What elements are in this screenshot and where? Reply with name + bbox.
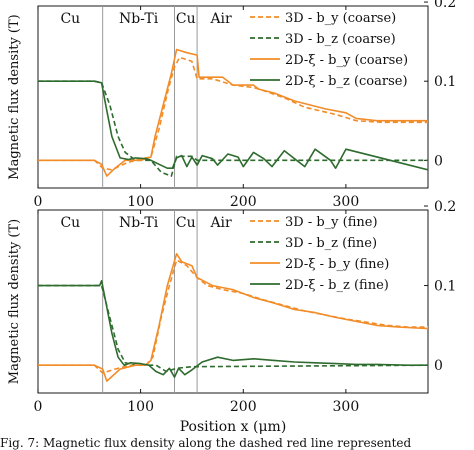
region-label: Nb-Ti [119,11,159,27]
y-tick-label: 0 [434,153,443,169]
legend-label: 2D-ξ - b_y (fine) [285,257,389,272]
chart-panel-1: Cu Nb-Ti Cu Air 0 100 200 300 0 0.1 0.2 Magnetic fl… [7,0,456,210]
series-group [38,48,428,177]
plot-frame [37,209,429,394]
series-line-3 [38,48,428,177]
series-group [38,253,428,382]
legend-label: 3D - b_y (fine) [285,215,378,230]
x-tick-label: 200 [230,399,257,415]
series-line-3 [38,253,428,382]
y-tick-label: 0 [434,358,443,374]
legend: 3D - b_y (coarse) 3D - b_z (coarse) 2D-ξ -… [250,11,408,89]
y-tick-label: 0.1 [434,74,456,90]
series-line-2 [38,284,428,373]
region-label: Air [209,215,232,231]
y-axis-label: Magnetic flux density (T) [7,219,22,384]
series-line-4 [38,280,428,378]
figure-caption: Fig. 7: Magnetic flux density along the … [0,436,412,450]
region-label: Cu [60,215,80,231]
legend-label: 3D - b_z (fine) [285,236,377,251]
x-tick-label: 0 [34,399,43,415]
y-tick-label: 0.1 [434,279,456,295]
legend: 3D - b_y (fine) 3D - b_z (fine) 2D-ξ - b_y… [250,215,389,293]
x-tick-label: 100 [127,194,154,210]
plot-frame [37,5,429,189]
region-label: Cu [60,11,80,27]
legend-label: 3D - b_z (coarse) [285,32,396,47]
series-line-4 [38,80,428,171]
y-tick-label: 0.2 [434,0,456,11]
y-tick-label: 0.2 [434,199,456,215]
legend-label: 2D-ξ - b_y (coarse) [285,53,408,68]
x-tick-label: 300 [333,399,360,415]
series-line-1 [38,56,428,171]
legend-label: 2D-ξ - b_z (fine) [285,278,389,293]
legend-label: 3D - b_y (coarse) [285,11,396,26]
x-axis-label: Position x (μm) [180,419,287,435]
x-tick-label: 200 [230,194,257,210]
chart-panel-2: Cu Nb-Ti Cu Air 0 100 200 300 0 0.1 0.2 Magnetic fl… [7,199,456,435]
region-label: Air [209,11,232,27]
region-label: Cu [176,11,196,27]
region-label: Nb-Ti [119,215,159,231]
x-tick-label: 300 [333,194,360,210]
x-tick-label: 100 [127,399,154,415]
region-label: Cu [176,215,196,231]
x-tick-label: 0 [34,194,43,210]
legend-label: 2D-ξ - b_z (coarse) [285,74,408,89]
y-axis-label: Magnetic flux density (T) [7,14,22,179]
